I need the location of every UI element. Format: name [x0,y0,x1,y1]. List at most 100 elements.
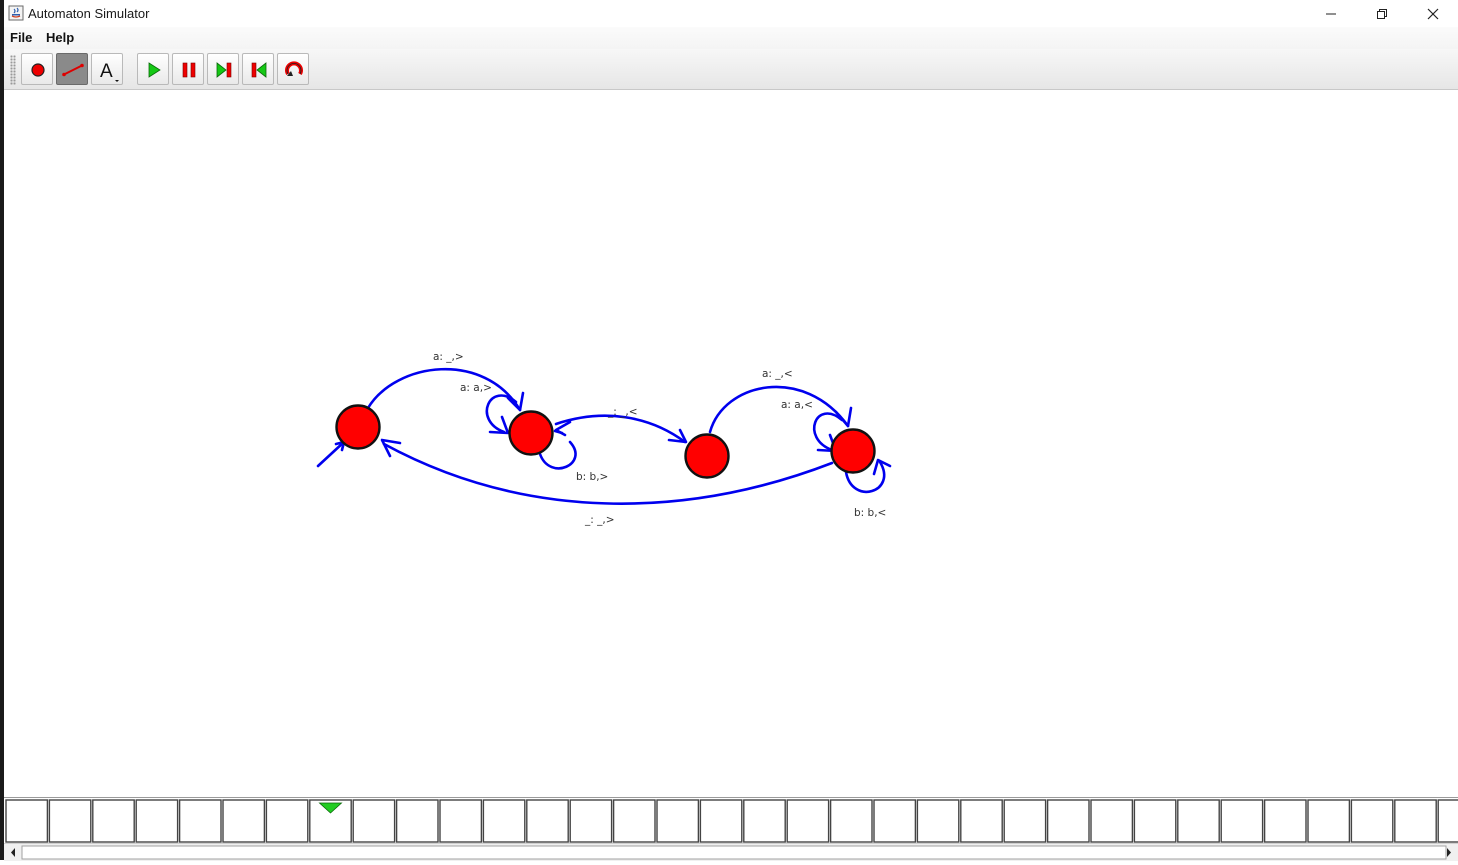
edge-q0-q1 [366,367,522,412]
rewind-button[interactable] [242,53,274,85]
label-q3-self-a: a: a,< [781,399,813,411]
edge-q1-q2 [554,414,687,444]
reset-button[interactable] [277,53,309,85]
edge-q1-q2-tail-arrowhead [554,420,572,437]
title-bar: Automaton Simulator [4,0,1458,27]
tape-cell[interactable] [482,799,526,843]
tape-cell[interactable] [1046,799,1090,843]
java-app-icon [8,5,24,21]
step-back-icon [251,62,267,78]
tape-cell[interactable] [1263,799,1307,843]
state-q1 [508,410,554,456]
label-q3-self-b: b: b,< [854,507,886,519]
pause-icon [182,62,196,78]
add-state-button[interactable] [21,53,53,85]
automaton-canvas[interactable]: a: _,> a: a,> b: b,> _: _,< a: _,< a: a,… [4,90,1458,796]
tape-cell[interactable] [1090,799,1134,843]
edge-q1-self-a-arrowhead [488,415,510,435]
tape-cell[interactable] [1350,799,1394,843]
initial-arrow [316,440,346,468]
pause-button[interactable] [172,53,204,85]
label-q2-q3: a: _,< [762,368,793,380]
tape-cell[interactable] [829,799,873,843]
label-q1-self-b: b: b,> [576,471,608,483]
tape-cell[interactable] [5,799,49,843]
reset-icon [285,61,303,76]
step-forward-icon [216,62,232,78]
tape-cell[interactable] [92,799,135,843]
tape-cell[interactable] [135,799,179,843]
tape-cell[interactable] [178,799,222,843]
window-title: Automaton Simulator [28,6,150,21]
play-icon [148,62,161,78]
edge-q3-q0 [382,442,834,505]
edge-q3-self-a [813,412,844,452]
tape-cell[interactable] [222,799,266,843]
tape-cell[interactable] [48,799,92,843]
label-q0-q1: a: _,> [433,351,464,363]
tape-cell[interactable] [786,799,830,843]
scroll-thumb [21,845,1447,860]
state-q3 [830,428,876,474]
state-q0 [335,404,381,450]
add-transition-button[interactable] [56,53,88,85]
restore-icon [1377,8,1387,19]
step-button[interactable] [207,53,239,85]
line-icon [62,63,84,77]
edge-q1-q2-arrowhead [667,428,688,444]
tape-cell[interactable] [960,799,1003,843]
tape-cell[interactable] [656,799,700,843]
toolbar: A [4,49,1458,90]
menu-bar: File Help [4,27,1458,49]
tape-cell[interactable] [352,799,396,843]
tape-cell[interactable] [569,799,613,843]
minimize-icon [1326,13,1336,14]
horizontal-scrollbar[interactable] [4,843,1458,861]
scrollbar-track [11,845,1451,860]
tape-cell[interactable] [612,799,656,843]
tape-cell[interactable] [1133,799,1177,843]
menu-file[interactable]: File [10,30,33,45]
label-q1-self-a: a: a,> [460,382,492,394]
label-q3-q0: _: _,> [584,514,615,526]
tape-cell[interactable] [743,799,786,843]
restore-button[interactable] [1359,0,1405,27]
minimize-button[interactable] [1308,0,1354,27]
edge-q3-self-b-arrowhead [872,458,892,476]
tape-cell[interactable] [873,799,917,843]
tape-cell[interactable] [1220,799,1264,843]
tape-cells [5,799,1458,843]
text-A-icon: A [100,61,119,82]
label-q1-q2: _: _,< [607,406,638,418]
tape-cell[interactable] [439,799,483,843]
text-tool-button[interactable]: A [91,53,123,85]
edge-q1-self-a [485,394,518,434]
tape-cell[interactable] [1394,799,1437,843]
tape-cell[interactable] [1003,799,1047,843]
svg-text:A: A [100,61,113,82]
tape-cell[interactable] [916,799,960,843]
toolbar-grip[interactable] [10,55,16,85]
scroll-left-icon [11,848,15,857]
edge-q1-self-b [538,440,577,470]
tape-cell[interactable] [395,799,439,843]
red-circle-icon [31,63,45,77]
run-button[interactable] [137,53,169,85]
tape-cell[interactable] [699,799,743,843]
tape-head-marker [318,802,343,814]
edge-q2-q3-arrowhead [834,406,853,428]
tape-cell[interactable] [1307,799,1351,843]
window-left-edge [0,0,4,860]
close-button[interactable] [1410,0,1456,27]
tape-cell[interactable] [1437,799,1458,843]
automaton-diagram: a: _,> a: a,> b: b,> _: _,< a: _,< a: a,… [316,351,892,526]
tape-cell[interactable] [1177,799,1220,843]
state-q2 [684,433,730,479]
edge-q2-q3 [708,385,850,434]
edge-q3-q0-arrowhead [380,438,402,458]
menu-help[interactable]: Help [46,30,75,45]
close-icon [1427,8,1439,19]
edge-q3-self-b [844,460,886,493]
tape-cell[interactable] [265,799,309,843]
tape-cell[interactable] [526,799,569,843]
